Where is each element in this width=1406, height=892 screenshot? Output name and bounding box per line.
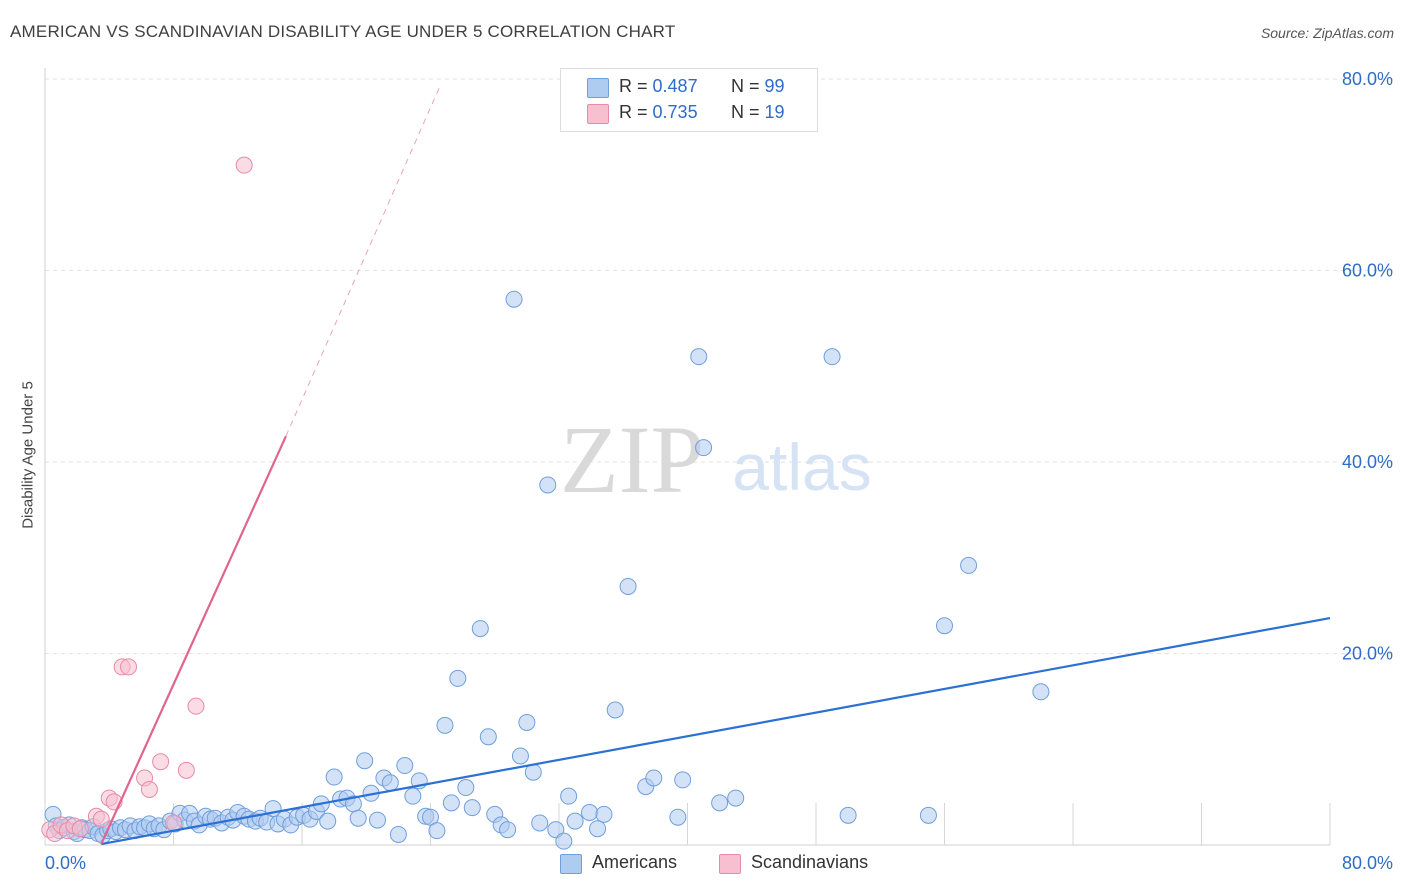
american-point [960,556,978,574]
scandinavian-point [165,814,182,832]
american-point [547,821,565,839]
american-point [479,728,497,746]
american-point [442,794,460,812]
tick-labels: 20.0% 40.0% 60.0% 80.0% 0.0% 80.0% [45,69,1393,873]
scandinavians-trend-line [100,435,287,845]
y-axis-label: Disability Age Under 5 [19,381,37,529]
american-point [368,811,386,829]
americans-swatch [587,78,609,98]
americans-legend-label: Americans [592,852,678,872]
american-point [396,757,414,775]
american-point [436,716,454,734]
american-point [669,808,687,826]
scandinavian-point [120,658,138,676]
american-point [518,713,536,731]
american-point [690,348,708,366]
american-point [839,806,857,824]
american-point [1032,683,1050,701]
american-point [589,820,607,838]
american-point [505,290,523,308]
american-point [457,779,475,797]
y-tick-label: 40.0% [1342,452,1393,472]
american-point [349,809,367,827]
americans-points [44,290,1050,850]
american-point [936,617,953,635]
americans-trend-line [101,616,1331,846]
american-point [711,794,729,812]
american-point [325,768,343,786]
american-point [823,348,841,366]
trendlines [100,85,1331,846]
american-point [428,822,446,840]
y-tick-label: 60.0% [1342,261,1393,281]
american-point [555,832,573,850]
american-point [356,752,374,770]
watermark: ZIP atlas [560,406,872,513]
american-point [511,747,529,765]
american-point [463,799,481,817]
american-point [595,805,613,823]
r-value: 0.735 [652,102,698,122]
american-point [581,803,599,821]
american-point [619,577,637,595]
scandinavians-points [41,156,253,843]
american-point [449,669,467,687]
n-value: 19 [764,102,785,122]
r-label: R = [619,102,648,122]
scandinavians-trend-extension [285,85,441,437]
y-tick-label: 80.0% [1342,69,1393,89]
scandinavian-point [187,697,205,715]
american-point [531,814,549,832]
american-point [319,812,337,830]
watermark-zip: ZIP [560,406,704,513]
y-tick-label: 20.0% [1342,644,1393,664]
american-point [389,825,407,843]
scandinavian-point [152,753,170,771]
americans-legend-swatch [560,854,582,874]
american-point [539,476,557,494]
american-point [566,812,584,830]
american-point [645,769,663,787]
r-label: R = [619,76,648,96]
n-value: 99 [764,76,785,96]
scandinavians-legend-swatch [719,854,741,874]
american-point [695,439,713,457]
x-tick-label-min: 0.0% [45,853,86,873]
american-point [471,620,489,638]
x-tick-label-max: 80.0% [1342,853,1393,873]
american-point [674,771,692,789]
scandinavian-point [235,156,253,174]
american-point [560,787,578,805]
source-label: Source: ZipAtlas.com [1260,25,1394,41]
n-label: N = [731,102,760,122]
american-point [499,821,517,839]
american-point [404,787,422,805]
american-point [381,774,399,792]
watermark-atlas: atlas [732,430,871,504]
american-point [727,789,745,807]
correlation-legend: R = 0.487 N = 99 R = 0.735 N = 19 [560,68,818,132]
scandinavians-swatch [587,104,609,124]
scandinavian-point [71,820,89,838]
scandinavians-legend-label: Scandinavians [751,852,869,872]
n-label: N = [731,76,760,96]
scandinavian-point [92,810,110,828]
scandinavian-point [140,780,158,798]
r-value: 0.487 [652,76,698,96]
chart-title: AMERICAN VS SCANDINAVIAN DISABILITY AGE … [10,22,676,41]
american-point [606,701,624,719]
scandinavian-point [177,761,195,779]
american-point [919,806,937,824]
